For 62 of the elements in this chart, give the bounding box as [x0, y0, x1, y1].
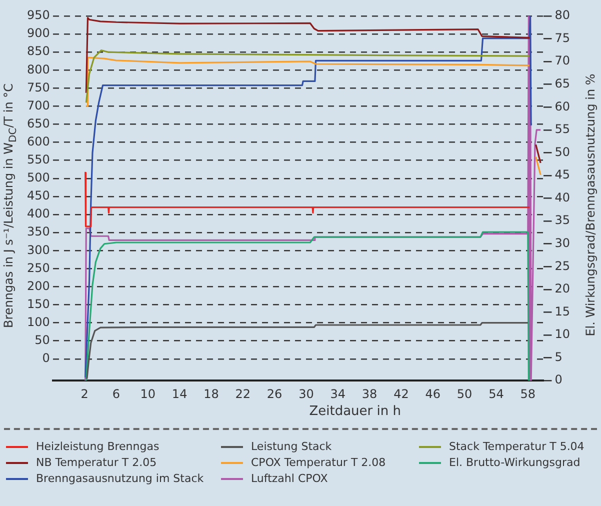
- x-tick-label: 18: [204, 386, 219, 401]
- legend-label: Luftzahl CPOX: [251, 472, 328, 485]
- y2-tick-label: 0: [554, 372, 562, 387]
- y2-tick-label: 10: [554, 327, 570, 342]
- y-tick-label: 600: [27, 134, 50, 148]
- x-tick-label: 42: [394, 386, 409, 401]
- x-tick-label: 26: [266, 386, 282, 401]
- y2-tick-label: 15: [554, 304, 570, 318]
- y2-tick-label: 45: [554, 168, 570, 182]
- y2-tick-label: 35: [554, 213, 570, 228]
- x-tick-label: 22: [235, 386, 251, 401]
- legend-label: NB Temperatur T 2.05: [36, 456, 157, 469]
- y2-tick-label: 40: [554, 190, 570, 204]
- y2-tick-label: 65: [554, 76, 570, 90]
- y2-tick-label: 55: [554, 122, 570, 136]
- y-tick-label: 900: [27, 26, 50, 40]
- x-tick-label: 6: [112, 386, 120, 401]
- y2-tick-label: 5: [554, 350, 562, 364]
- y-tick-label: 50: [34, 333, 50, 348]
- y2-tick-label: 70: [554, 54, 570, 68]
- y-tick-label: 850: [27, 44, 50, 58]
- y-tick-label: 150: [27, 296, 50, 311]
- y2-tick-label: 20: [554, 282, 570, 296]
- x-tick-label: 58: [520, 386, 536, 401]
- legend-label: CPOX Temperatur T 2.08: [251, 456, 386, 469]
- y-tick-label: 550: [27, 152, 50, 167]
- y2-tick-label: 25: [554, 258, 570, 273]
- y2-tick-label: 30: [554, 236, 570, 250]
- x-axis-title: Zeitdauer in h: [309, 404, 401, 419]
- y-tick-label: 450: [27, 188, 50, 203]
- y2-tick-label: 60: [554, 99, 570, 114]
- y2-tick-label: 75: [554, 30, 570, 45]
- y-tick-label: 800: [27, 62, 50, 76]
- x-tick-label: 30: [298, 386, 314, 401]
- y-tick-label: 650: [27, 116, 50, 130]
- x-tick-label: 50: [456, 386, 472, 401]
- x-tick-label: 46: [425, 386, 441, 401]
- y-tick-label: 350: [27, 224, 50, 239]
- x-tick-label: 14: [172, 386, 188, 401]
- x-tick-label: 38: [362, 386, 378, 401]
- y-tick-label: 400: [27, 206, 50, 221]
- legend-label: Stack Temperatur T 5.04: [449, 440, 584, 453]
- legend-label: Heizleistung Brenngas: [36, 440, 160, 453]
- y-tick-label: 700: [27, 98, 50, 112]
- legend-label: El. Brutto-Wirkungsgrad: [449, 456, 580, 469]
- x-tick-label: 10: [140, 386, 156, 401]
- y-tick-label: 300: [27, 242, 50, 257]
- y-tick-label: 100: [27, 314, 50, 329]
- y-tick-label: 200: [27, 278, 50, 293]
- y2-tick-label: 80: [554, 8, 570, 22]
- legend-label: Leistung Stack: [251, 440, 332, 453]
- x-tick-label: 54: [488, 386, 504, 401]
- y-tick-label: 500: [27, 170, 50, 185]
- y-tick-label: 750: [27, 80, 50, 94]
- y2-tick-label: 50: [554, 144, 570, 159]
- legend-label: Brenngasausnutzung im Stack: [36, 472, 204, 485]
- y-tick-label: 950: [27, 8, 50, 22]
- y-tick-label: 0: [42, 351, 50, 366]
- x-tick-label: 2: [80, 386, 88, 401]
- x-tick-label: 34: [330, 386, 346, 401]
- y-tick-label: 250: [27, 260, 50, 275]
- y2-axis-title: El. Wirkungsgrad/Brenngasausnutzung in %: [582, 74, 597, 336]
